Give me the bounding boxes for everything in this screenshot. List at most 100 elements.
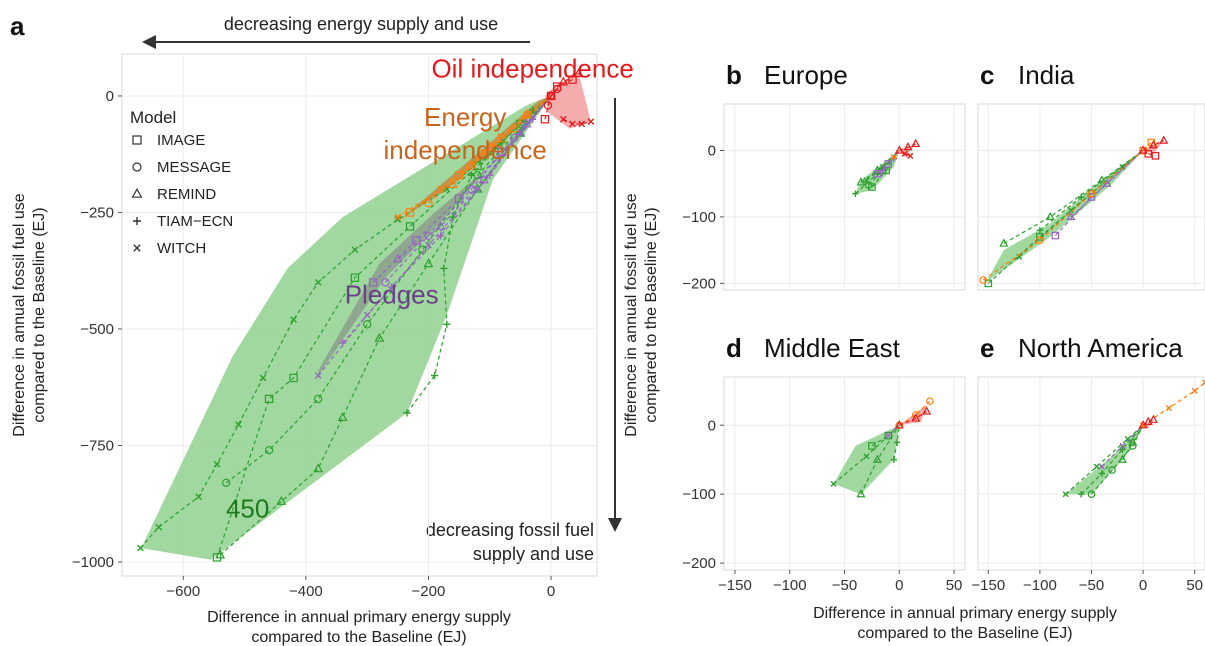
- panel-a-point-450-message-3: [362, 320, 372, 329]
- panel-a-point-450-tiam−ecn-1: [430, 371, 439, 380]
- panel-a-point-energy-remind-1: [484, 141, 495, 151]
- panel-a-point-oil-remind-2: [573, 68, 584, 78]
- panel-d-point-pledges-witch-0: [885, 432, 892, 439]
- panel-b: b Europe 0 −100 −200: [682, 60, 966, 292]
- panel-c-point-energy-message-1: [1036, 236, 1044, 244]
- panel-e-line-450-message: [1091, 425, 1144, 495]
- panel-e-xtick-label: −100: [1023, 577, 1057, 594]
- panel-a-point-450-tiam−ecn-0: [403, 409, 411, 417]
- panel-b-point-pledges-tiam−ecn-0: [879, 167, 887, 174]
- panel-a-ytick-label: −250: [80, 204, 114, 221]
- panel-d-series: [830, 397, 934, 498]
- legend-label-witch: WITCH: [157, 240, 206, 257]
- panel-a-series: [137, 68, 595, 562]
- panel-a-point-450-image-2: [289, 373, 298, 383]
- panel-c-point-energy-message-2: [1087, 189, 1096, 198]
- panel-a-hull-energy: [397, 95, 551, 222]
- panel-a-line-450-image: [216, 95, 552, 558]
- panel-a-point-450-remind-3: [337, 411, 348, 422]
- panel-a-ytick-label: −750: [80, 438, 114, 455]
- panel-a-ticks: −600 −400 −200 0 0 −250 −500 −750 −1000: [72, 88, 555, 600]
- panel-a-xtick-label: −400: [289, 583, 323, 600]
- panel-a-point-450-remind-5: [423, 258, 434, 268]
- panel-c: c India: [977, 60, 1205, 291]
- panel-a-point-oil-message-2: [552, 84, 562, 94]
- panel-b-series: [852, 138, 921, 197]
- panel-a-xtick-label: −200: [412, 583, 446, 600]
- legend-label-message: MESSAGE: [157, 159, 231, 176]
- panel-a-letter: a: [10, 11, 25, 41]
- panel-a-point-pledges-message-0: [381, 278, 390, 287]
- panel-e-line-450-witch: [1065, 424, 1144, 495]
- panel-e-line-450-tiam−ecn: [1080, 424, 1144, 495]
- panel-e-point-energy-witch-2: [1191, 387, 1198, 394]
- panel-a-point-450-witch-3: [213, 460, 221, 468]
- panel-e-series: [1062, 379, 1205, 498]
- panel-a-line-450-tiam−ecn: [406, 95, 552, 414]
- panel-b-point-450-remind-0: [856, 177, 866, 186]
- legend-label-remind: REMIND: [157, 186, 216, 203]
- panels-bcde-ylabel-1: Difference in annual fossil fuel use: [623, 193, 640, 437]
- panel-a-point-oil-image-0: [540, 115, 550, 124]
- panel-d-point-450-image-0: [868, 442, 876, 450]
- panel-c-line-oil-remind: [1142, 139, 1164, 152]
- panel-a-ylabel-1: Difference in annual fossil fuel use: [11, 193, 28, 437]
- legend-title: Model: [130, 108, 176, 127]
- panel-c-title: India: [1018, 60, 1075, 90]
- panel-a-point-oil-remind-1: [558, 76, 569, 86]
- panel-e-point-oil-remind-2: [1148, 414, 1158, 423]
- panel-b-point-450-witch-0: [863, 177, 870, 184]
- panel-b-point-pledges-image-1: [884, 159, 893, 168]
- panel-b-point-oil-witch-0: [901, 150, 908, 157]
- panel-e-xtick-label: 0: [1139, 577, 1147, 594]
- panel-a-point-pledges-remind-1: [435, 220, 446, 230]
- annotation-energy-label: independence: [384, 135, 547, 165]
- panel-a-point-450-message-1: [264, 445, 274, 455]
- panel-e-point-450-witch-1: [1093, 463, 1100, 470]
- panel-a-point-oil-witch-2: [578, 120, 586, 128]
- panel-d-point-oil-remind-1: [911, 413, 921, 422]
- annotation-energy-label: Energy: [424, 102, 506, 132]
- panel-e-point-pledges-witch-0: [1098, 463, 1105, 470]
- panel-d-xtick-label: 0: [895, 577, 903, 594]
- panel-a-point-energy-witch-3: [523, 111, 530, 118]
- panel-e-point-energy-witch-3: [1201, 379, 1205, 386]
- panel-b-letter: b: [726, 60, 742, 90]
- legend-label-image: IMAGE: [157, 132, 205, 149]
- panel-a-point-450-witch-1: [155, 523, 163, 531]
- panel-d-xtick-label: 50: [946, 577, 963, 594]
- panel-a-point-oil-witch-3: [587, 118, 595, 125]
- panel-a-xlabel-1: Difference in annual primary energy supp…: [207, 609, 511, 626]
- legend-symbol-image: [132, 135, 142, 145]
- panel-d-ytick-label: −200: [682, 555, 716, 572]
- panel-a-point-450-image-1: [264, 394, 274, 404]
- panel-a-line-pledges-remind: [397, 95, 552, 260]
- panel-a-point-oil-witch-1: [569, 120, 576, 128]
- panel-e-point-450-tiam−ecn-0: [1077, 490, 1085, 498]
- panel-e: e North America −150 −100 −50 0 50: [971, 333, 1205, 594]
- panel-c-point-450-image-0: [984, 279, 993, 288]
- panel-b-title: Europe: [764, 60, 848, 90]
- panel-a-point-450-message-2: [313, 394, 323, 404]
- panel-d-title: Middle East: [764, 333, 901, 363]
- panel-a-point-450-image-3: [350, 273, 360, 282]
- panel-a-point-450-message-4: [418, 245, 427, 254]
- panel-a-point-oil-message-0: [543, 101, 553, 110]
- panel-d-hull-450: [833, 425, 900, 495]
- panel-a-point-450-witch-8: [351, 246, 359, 254]
- panel-a-xlabel-2: compared to the Baseline (EJ): [251, 629, 466, 646]
- panel-e-point-450-witch-2: [1124, 435, 1131, 443]
- annotation-oil-label: Oil independence: [431, 53, 633, 83]
- panel-e-xtick-label: 50: [1186, 577, 1203, 594]
- panel-c-point-450-remind-0: [999, 238, 1009, 247]
- panel-d-point-450-witch-0: [830, 480, 837, 487]
- panel-c-point-pledges-remind-0: [1066, 211, 1076, 221]
- panel-a-point-450-image-4: [405, 222, 415, 231]
- panel-a-point-energy-image-2: [497, 133, 507, 143]
- panels-bcde-xlabel-2: compared to the Baseline (EJ): [857, 625, 1072, 642]
- panel-d-point-450-remind-1: [872, 454, 882, 463]
- panel-a-top-arrow-label: decreasing energy supply and use: [224, 14, 498, 34]
- panel-a-right-arrowhead: [608, 518, 622, 532]
- panel-a-point-pledges-remind-3: [521, 118, 532, 128]
- panel-e-point-450-tiam−ecn-2: [1119, 446, 1126, 453]
